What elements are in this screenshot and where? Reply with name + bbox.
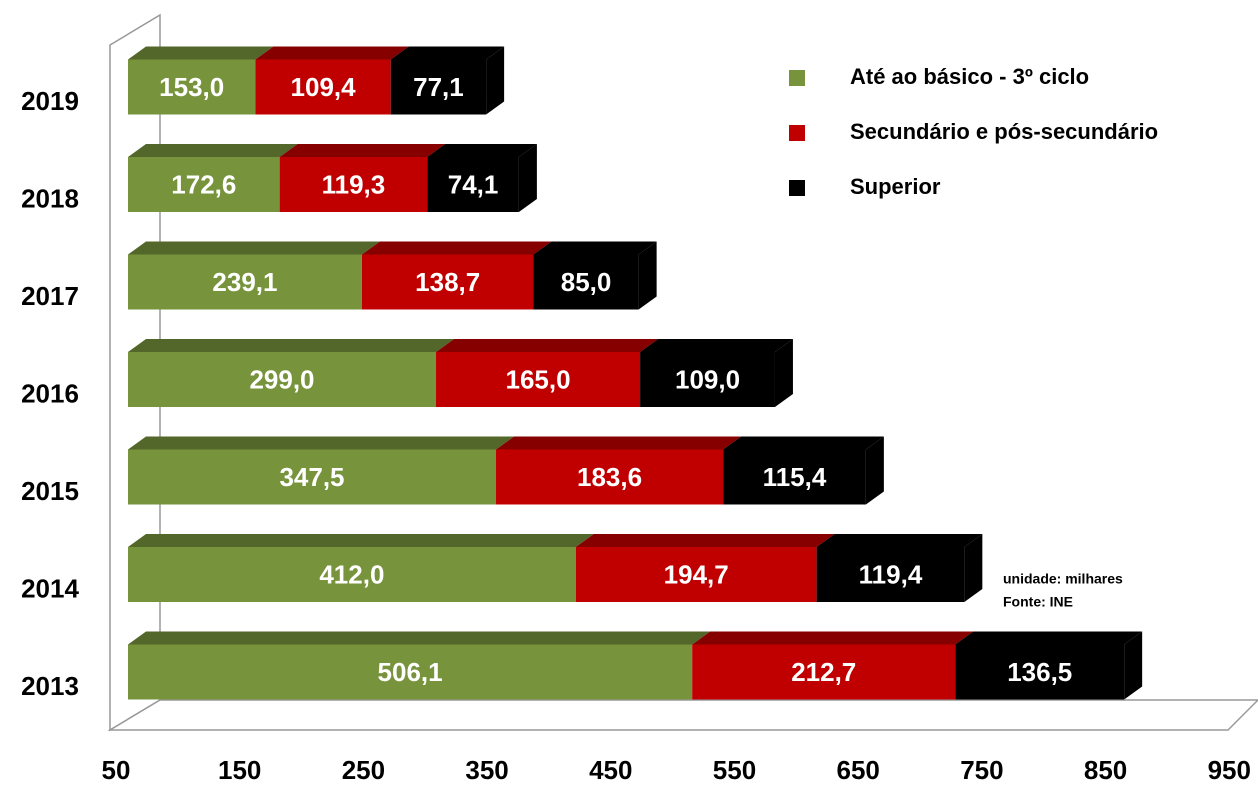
bar-top [533,241,657,255]
legend-swatch [789,180,805,196]
y-tick-label: 2017 [21,281,79,311]
bar-top [128,46,274,60]
bar-top [816,534,983,547]
y-tick-label: 2019 [21,86,79,116]
legend-swatch [789,70,805,86]
annotation: Fonte: INE [1003,594,1073,610]
value-label: 119,3 [322,169,386,199]
x-tick-label: 150 [218,755,261,785]
value-label: 194,7 [664,559,729,589]
y-tick-label: 2016 [21,378,79,408]
bar-top [361,241,552,255]
legend-swatch [789,125,805,141]
value-label: 212,7 [791,657,856,687]
bar [255,59,391,115]
x-tick-label: 550 [713,755,756,785]
value-label: 412,0 [319,559,384,589]
bar [427,157,519,212]
bar [575,547,817,602]
x-tick-label: 850 [1084,755,1127,785]
bar [533,254,639,310]
bar [128,254,362,310]
bar [723,449,866,505]
bar-top [390,46,505,60]
bar [128,449,497,505]
bar-top [279,144,446,157]
bar [128,547,576,602]
bar-side [964,534,983,602]
bar-top [723,436,884,450]
value-label: 74,1 [448,169,499,199]
value-label: 109,4 [291,72,357,102]
value-label: 136,5 [1007,657,1072,687]
bar-top [128,241,380,255]
value-label: 115,4 [763,462,827,492]
y-tick-label: 2014 [21,573,79,603]
bar-top [128,144,298,157]
value-label: 347,5 [279,462,344,492]
bar [128,59,256,115]
bar [692,644,956,700]
bar [436,352,641,407]
value-label: 77,1 [413,72,464,102]
bar [361,254,534,310]
value-label: 153,0 [159,72,224,102]
y-tick-label: 2013 [21,671,79,701]
bar-top [128,339,455,352]
bar [496,449,724,505]
value-label: 85,0 [561,267,612,297]
legend-label: Secundário e pós-secundário [850,119,1158,144]
bar [128,352,437,407]
bar [128,644,693,700]
value-label: 172,6 [171,169,236,199]
annotation: unidade: milhares [1003,571,1123,587]
bar-top [128,631,711,645]
bar-top [955,631,1143,645]
bar [128,157,280,212]
bar-top [427,144,537,157]
bar [390,59,487,115]
value-label: 239,1 [212,267,277,297]
x-tick-label: 450 [589,755,632,785]
bar-top [128,436,515,450]
bar-top [640,339,793,352]
bar [640,352,775,407]
chart-floor [107,699,1258,731]
value-label: 299,0 [249,364,314,394]
bar [279,157,428,212]
bar-side [638,241,657,310]
value-label: 138,7 [415,267,480,297]
bar-top [496,436,742,450]
bar-side [774,339,793,407]
bar-top [575,534,835,547]
legend-label: Superior [850,174,941,199]
bar [816,547,965,602]
value-label: 109,0 [675,364,740,394]
y-tick-label: 2018 [21,183,79,213]
bar-side [1124,631,1143,700]
value-label: 119,4 [859,559,923,589]
value-label: 506,1 [378,657,443,687]
bar-side [518,144,537,212]
bar-top [128,534,594,547]
x-tick-label: 350 [465,755,508,785]
y-tick-label: 2015 [21,476,79,506]
x-tick-label: 650 [837,755,880,785]
legend-label: Até ao básico - 3º ciclo [850,64,1089,89]
bar-side [486,46,505,115]
bar-side [865,436,884,505]
x-tick-label: 250 [342,755,385,785]
x-tick-label: 50 [102,755,131,785]
x-tick-label: 950 [1208,755,1251,785]
x-tick-label: 750 [960,755,1003,785]
bar-top [692,631,974,645]
bar [955,644,1125,700]
bar-top [436,339,659,352]
value-label: 183,6 [577,462,642,492]
bar-top [255,46,409,60]
value-label: 165,0 [506,364,571,394]
